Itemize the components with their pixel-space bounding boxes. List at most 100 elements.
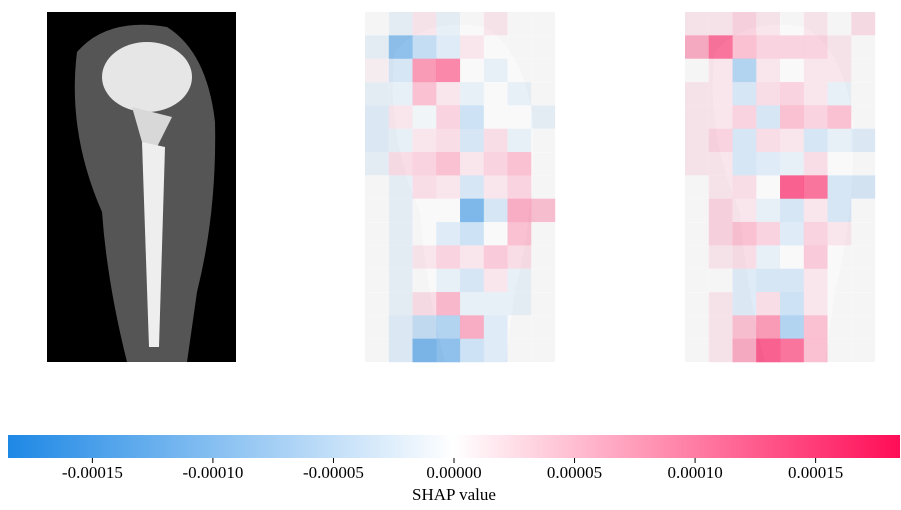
shap-cell [508, 129, 532, 153]
shap-cell [756, 245, 780, 269]
shap-cell [460, 315, 484, 339]
shap-cell [804, 292, 828, 316]
shap-cell [709, 82, 733, 106]
shap-cell [780, 152, 804, 176]
shap-cell [484, 105, 508, 129]
shap-cell [413, 105, 437, 129]
shap-cell [828, 292, 852, 316]
shap-cell [508, 292, 532, 316]
shap-cell [413, 152, 437, 176]
shap-cell [828, 105, 852, 129]
shap-cell [780, 175, 804, 199]
shap-cell [365, 315, 389, 339]
shap-cell [413, 269, 437, 293]
shap-cell [413, 292, 437, 316]
shap-cell [709, 269, 733, 293]
shap-cell [436, 175, 460, 199]
shap-cell [804, 199, 828, 223]
shap-cell [436, 245, 460, 269]
shap-cell [389, 222, 413, 246]
shap-cell [733, 245, 757, 269]
shap-cell [508, 12, 532, 36]
shap-cell [413, 245, 437, 269]
colorbar-tick-label: 0.00010 [667, 463, 722, 482]
shap-cell [780, 35, 804, 59]
shap-cell [828, 199, 852, 223]
shap-cell [484, 292, 508, 316]
shap-cell [851, 12, 875, 36]
shap-cell [804, 129, 828, 153]
shap-cell [756, 12, 780, 36]
shap-cell [733, 59, 757, 83]
shap-cell [685, 12, 709, 36]
shap-cell [413, 35, 437, 59]
shap-cell [804, 269, 828, 293]
shap-cell [733, 35, 757, 59]
shap-cell [365, 175, 389, 199]
shap-cell [756, 35, 780, 59]
shap-cell [436, 269, 460, 293]
shap-cell [365, 152, 389, 176]
shap-cell [508, 152, 532, 176]
shap-cell [365, 199, 389, 223]
shap-cell [851, 175, 875, 199]
shap-cell [460, 292, 484, 316]
shap-cell [780, 222, 804, 246]
shap-cell [436, 222, 460, 246]
shap-cell [365, 35, 389, 59]
shap-cell [685, 129, 709, 153]
shap-cell [508, 245, 532, 269]
shap-cell [804, 245, 828, 269]
shap-cell [851, 105, 875, 129]
shap-cell [531, 222, 555, 246]
shap-cell [804, 35, 828, 59]
shap-cell [460, 245, 484, 269]
shap-cell [389, 339, 413, 363]
shap-cell [828, 339, 852, 363]
shap-cell [685, 292, 709, 316]
shap-cell [460, 59, 484, 83]
shap-cell [531, 35, 555, 59]
shap-cell [484, 339, 508, 363]
shap-cell [780, 339, 804, 363]
shap-cell [484, 82, 508, 106]
shap-cell [709, 292, 733, 316]
shap-cell [709, 12, 733, 36]
shap-cell [756, 129, 780, 153]
shap-cell [780, 269, 804, 293]
shap-cell [413, 315, 437, 339]
shap-cell [804, 152, 828, 176]
shap-cell [508, 82, 532, 106]
shap-cell [436, 129, 460, 153]
shap-cell [733, 175, 757, 199]
shap-cell [531, 339, 555, 363]
shap-cell [508, 315, 532, 339]
shap-cell [531, 269, 555, 293]
shap-cell [685, 339, 709, 363]
shap-cell [756, 292, 780, 316]
shap-cell [733, 315, 757, 339]
shap-cell [851, 82, 875, 106]
shap-cell [484, 315, 508, 339]
shap-cell [436, 339, 460, 363]
shap-cell [389, 152, 413, 176]
shap-cell [531, 292, 555, 316]
shap-cell [389, 129, 413, 153]
shap-cell [709, 222, 733, 246]
shap-cell [685, 199, 709, 223]
shap-cell [365, 339, 389, 363]
shap-cell [780, 292, 804, 316]
shap-cell [756, 59, 780, 83]
shap-cell [484, 35, 508, 59]
shap-cell [365, 269, 389, 293]
shap-cell [460, 82, 484, 106]
shap-cell [389, 12, 413, 36]
shap-cell [733, 222, 757, 246]
shap-cell [685, 152, 709, 176]
shap-cell [756, 315, 780, 339]
shap-cell [804, 222, 828, 246]
shap-cell [851, 59, 875, 83]
shap-cell [804, 339, 828, 363]
colorbar-tick-label: 0.00015 [788, 463, 843, 482]
shap-cell [756, 339, 780, 363]
